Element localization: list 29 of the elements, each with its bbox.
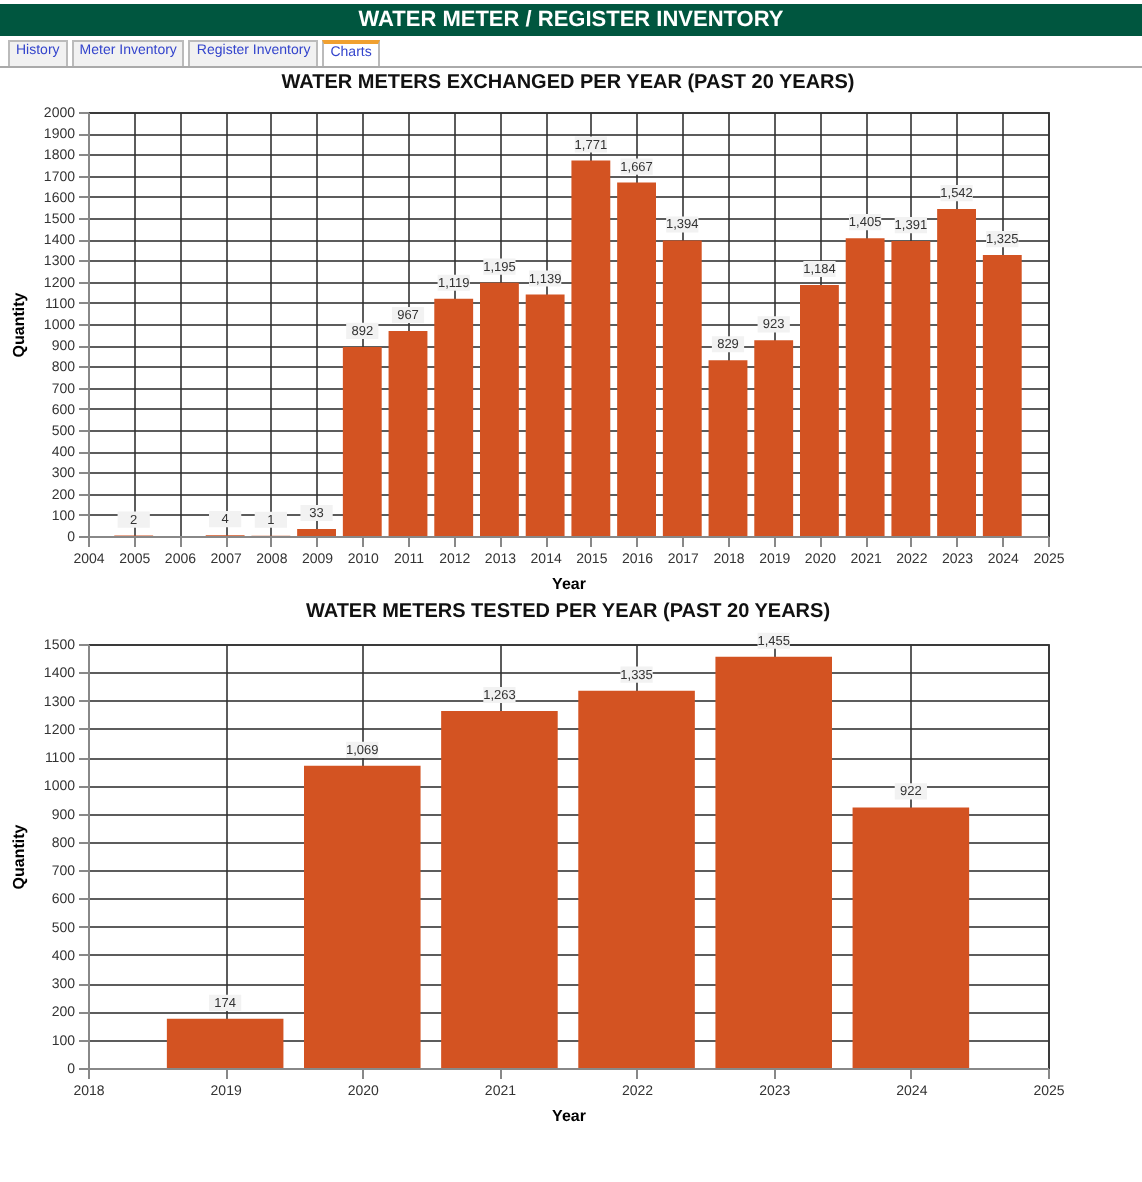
bar xyxy=(845,238,885,536)
bar xyxy=(662,240,702,536)
bar xyxy=(617,182,656,536)
bar xyxy=(754,340,794,536)
x-axis-title: Year xyxy=(552,575,586,593)
y-axis-title: Quantity xyxy=(9,823,28,890)
bar xyxy=(715,656,832,1068)
bar xyxy=(525,294,565,536)
bar xyxy=(304,765,421,1068)
bar xyxy=(441,710,558,1068)
bar xyxy=(434,298,474,536)
bar xyxy=(578,690,695,1068)
bar xyxy=(342,346,382,536)
bar xyxy=(937,209,976,536)
bar xyxy=(297,529,336,536)
bar xyxy=(571,160,611,536)
bar xyxy=(166,1018,284,1068)
bar xyxy=(891,241,931,536)
chart-title: WATER METERS EXCHANGED PER YEAR (PAST 20 YEARS) xyxy=(281,72,855,94)
bar xyxy=(982,255,1022,536)
bar xyxy=(708,360,748,536)
y-axis-title: Quantity xyxy=(9,291,28,358)
text: WATER METER / REGISTER INVENTORY xyxy=(0,4,1142,36)
bar xyxy=(388,331,428,536)
chart-title: WATER METERS TESTED PER YEAR (PAST 20 YEARS) xyxy=(305,600,831,623)
bar xyxy=(852,807,970,1068)
bar xyxy=(800,284,839,536)
x-axis-title: Year xyxy=(552,1107,586,1125)
bar xyxy=(480,282,519,536)
